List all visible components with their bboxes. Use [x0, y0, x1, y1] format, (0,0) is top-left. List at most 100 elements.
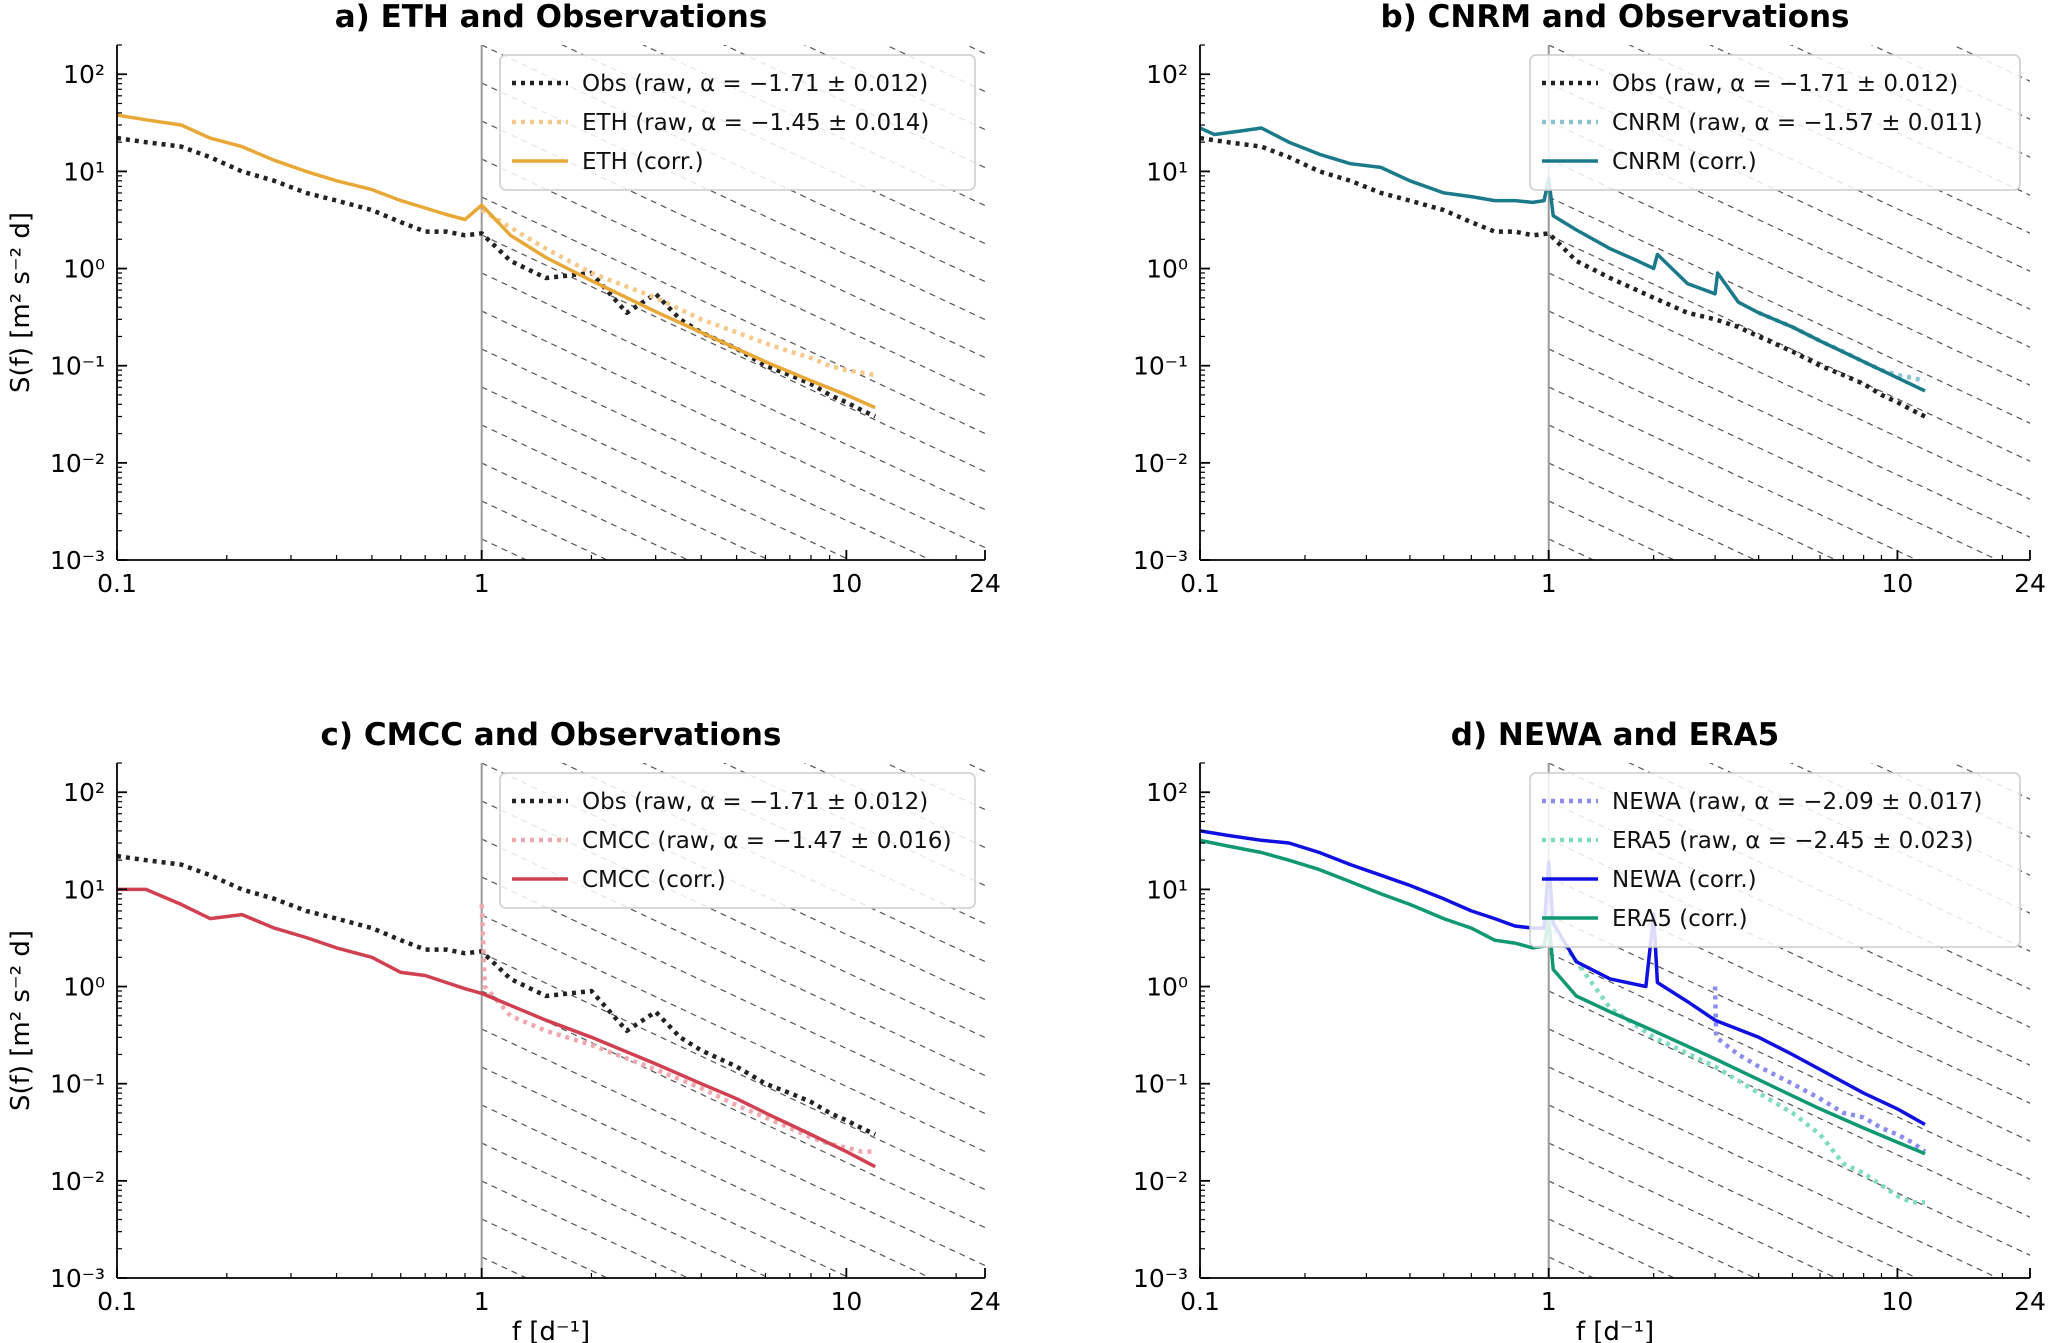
- hatch-line: [482, 1333, 1382, 1343]
- y-axis-label: S(f) [m² s⁻² d]: [6, 930, 36, 1111]
- hatch-line: [481, 158, 985, 397]
- series-group: [117, 113, 877, 419]
- series-c-2: [117, 887, 877, 1169]
- legend: Obs (raw, α = −1.71 ± 0.012) ETH (raw, α …: [499, 54, 976, 191]
- y-tick-label: 10⁻¹: [50, 1070, 105, 1099]
- series-group: [117, 853, 877, 1169]
- hatch-line: [481, 348, 933, 560]
- legend-label: CNRM (raw, α = −1.57 ± 0.011): [1612, 110, 1983, 136]
- y-tick-label: 10⁰: [63, 973, 105, 1002]
- hatch-line: [481, 462, 690, 560]
- hatch-line: [481, 424, 771, 560]
- x-tick-label: 1: [474, 1287, 490, 1316]
- panel-a: 0.1 1 10 24 10⁻³ 10⁻² 10⁻¹ 10⁰ 10¹ 10² a) ETH and …: [6, 0, 1382, 1343]
- hatch-line: [1549, 1109, 2067, 1343]
- y-tick-label: 10⁻²: [50, 449, 105, 478]
- hatch-line: [1549, 1147, 2067, 1343]
- hatch-line: [1548, 272, 2030, 500]
- hatch-line: [1548, 348, 2000, 560]
- y-tick-label: 10⁰: [1146, 973, 1188, 1002]
- legend-label: Obs (raw, α = −1.71 ± 0.012): [1612, 71, 1958, 97]
- hatch-line: [1548, 386, 1919, 560]
- hatch-line: [482, 1071, 1382, 1343]
- hatch-line: [1548, 914, 2030, 1142]
- y-tick-label: 10¹: [63, 875, 105, 904]
- legend: Obs (raw, α = −1.71 ± 0.012) CNRM (raw, α…: [1529, 54, 2021, 191]
- hatch-line: [481, 1028, 985, 1267]
- y-tick-label: 10⁻²: [1133, 449, 1188, 478]
- y-tick-label: 10⁻³: [1133, 546, 1188, 575]
- hatch-line: [481, 914, 985, 1153]
- hatch-line: [1549, 1071, 2067, 1343]
- panel-b: 0.1 1 10 24 10⁻³ 10⁻² 10⁻¹ 10⁰ 10¹ 10² b) CNRM and…: [1133, 0, 2067, 1343]
- y-tick-label: 10⁻³: [50, 546, 105, 575]
- hatch-line: [481, 1180, 690, 1278]
- series-b-0: [1200, 135, 1927, 419]
- legend-label: ETH (raw, α = −1.45 ± 0.014): [582, 110, 929, 136]
- x-tick-label: 24: [969, 569, 1001, 598]
- y-tick-label: 10⁻¹: [50, 352, 105, 381]
- hatch-line: [1548, 310, 2030, 538]
- x-tick-label: 10: [1882, 569, 1914, 598]
- hatch-line: [482, 957, 1382, 1343]
- hatch-line: [481, 1256, 528, 1278]
- y-tick-label: 10⁻²: [1133, 1167, 1188, 1196]
- series-a-0: [117, 135, 877, 419]
- hatch-lines: [1548, 45, 2067, 1343]
- legend-box: [499, 54, 976, 191]
- hatch-line: [1548, 952, 2030, 1180]
- hatch-line: [481, 1142, 771, 1278]
- legend-label: CNRM (corr.): [1612, 149, 1757, 175]
- legend-label: Obs (raw, α = −1.71 ± 0.012): [582, 789, 928, 815]
- hatch-line: [481, 120, 985, 359]
- hatch-line: [1548, 1066, 2000, 1278]
- x-tick-label: 24: [2014, 569, 2046, 598]
- hatch-line: [481, 952, 985, 1191]
- hatch-line: [481, 876, 985, 1115]
- hatch-line: [482, 1295, 1382, 1343]
- x-tick-label: 10: [1882, 1287, 1914, 1316]
- legend-label: NEWA (corr.): [1612, 867, 1757, 893]
- hatch-line: [1549, 957, 2067, 1343]
- series-a-1: [480, 208, 876, 378]
- hatch-line: [1548, 120, 2030, 348]
- y-tick-label: 10⁻³: [50, 1264, 105, 1293]
- hatch-line: [481, 1104, 852, 1278]
- y-tick-label: 10¹: [1146, 157, 1188, 186]
- y-tick-label: 10⁻¹: [1133, 1070, 1188, 1099]
- y-tick-label: 10²: [63, 60, 105, 89]
- legend-box: [1529, 772, 2021, 948]
- hatch-line: [482, 1109, 1382, 1343]
- legend-label: CMCC (raw, α = −1.47 ± 0.016): [582, 828, 952, 854]
- panel-d: 0.1 1 10 24 10⁻³ 10⁻² 10⁻¹ 10⁰ 10¹ 10² d) NEWA and…: [1133, 717, 2046, 1343]
- legend-label: CMCC (corr.): [582, 867, 726, 893]
- panel-title: d) NEWA and ERA5: [1451, 717, 1779, 753]
- x-tick-label: 1: [1541, 569, 1557, 598]
- hatch-line: [482, 1147, 1382, 1343]
- series-c-1: [479, 904, 876, 1154]
- x-tick-label: 10: [830, 1287, 862, 1316]
- x-tick-label: 10: [830, 569, 862, 598]
- series-group: [1200, 126, 1927, 419]
- hatch-line: [482, 1033, 1382, 1343]
- x-tick-label: 24: [969, 1287, 1001, 1316]
- legend-box: [1529, 54, 2021, 191]
- series-c-0: [117, 853, 877, 1137]
- hatch-line: [1548, 1142, 1838, 1278]
- panel-title: b) CNRM and Observations: [1380, 0, 1849, 35]
- legend-box: [499, 772, 976, 909]
- hatch-line: [1548, 196, 2030, 424]
- panel-c: 0.1 1 10 24 10⁻³ 10⁻² 10⁻¹ 10⁰ 10¹ 10² c) CMCC and…: [6, 717, 1382, 1343]
- hatch-line: [481, 272, 985, 511]
- x-tick-label: 0.1: [97, 569, 137, 598]
- legend-label: ERA5 (raw, α = −2.45 ± 0.023): [1612, 828, 1973, 854]
- hatch-line: [1548, 462, 1757, 560]
- x-tick-label: 1: [1541, 1287, 1557, 1316]
- legend-label: ETH (corr.): [582, 149, 704, 175]
- x-tick-label: 24: [2014, 1287, 2046, 1316]
- hatch-line: [481, 310, 985, 549]
- legend: Obs (raw, α = −1.71 ± 0.012) CMCC (raw, α…: [499, 772, 976, 909]
- panel-title: a) ETH and Observations: [335, 0, 768, 35]
- hatch-line: [1548, 234, 2030, 462]
